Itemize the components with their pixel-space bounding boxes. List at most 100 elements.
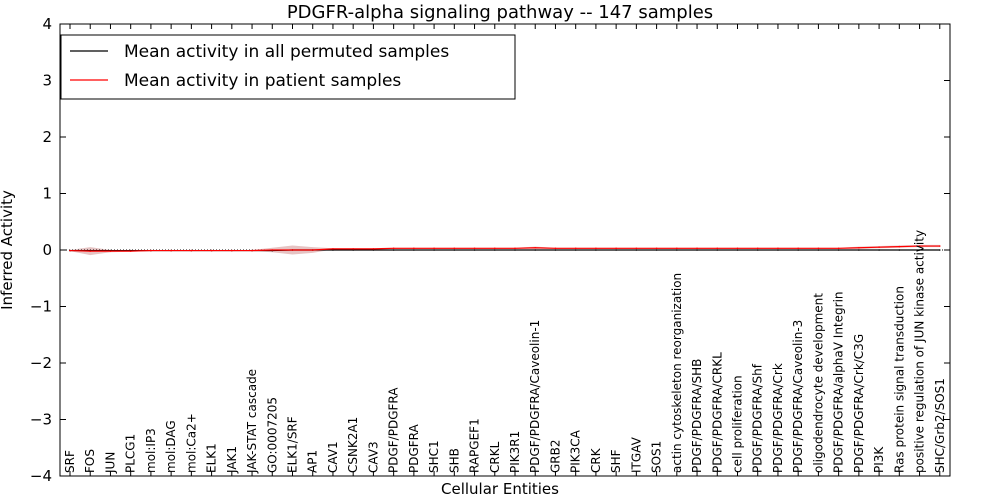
data-point [574, 249, 577, 251]
data-point [797, 247, 799, 250]
x-tick-label: CRKL [488, 441, 502, 473]
data-point [554, 247, 557, 250]
data-point [231, 249, 233, 252]
x-axis-label: Cellular Entities [441, 480, 559, 498]
x-tick-label: PLCG1 [124, 434, 138, 473]
data-point [210, 249, 213, 252]
x-tick-label: ITGAV [629, 436, 643, 473]
data-point [837, 249, 840, 251]
data-point [372, 249, 375, 251]
x-tick-label: PIK3R1 [508, 431, 522, 473]
data-point [777, 247, 779, 250]
data-point [190, 249, 193, 252]
data-point [878, 249, 880, 251]
data-point [655, 249, 658, 251]
x-tick-label: JUN [103, 452, 117, 474]
y-tick-label: 2 [42, 128, 52, 146]
x-tick-label: SOS1 [650, 441, 664, 473]
data-point [878, 246, 880, 248]
x-tick-label: SHC1 [427, 440, 441, 473]
chart-title: PDGFR-alpha signaling pathway -- 147 sam… [287, 2, 713, 23]
legend: Mean activity in all permuted samples Me… [60, 34, 516, 100]
data-point [736, 247, 739, 250]
y-tick-label: −3 [30, 411, 52, 429]
x-tick-label: FOS [83, 449, 97, 473]
x-tick-label: mol:IP3 [144, 428, 158, 473]
x-tick-label: RAPGEF1 [468, 418, 482, 473]
data-point [635, 247, 638, 250]
data-point [676, 249, 678, 251]
data-point [534, 246, 537, 249]
x-tick-label: CAV1 [326, 441, 340, 473]
data-point [433, 249, 435, 251]
x-tick-label: positive regulation of JUN kinase activi… [913, 230, 927, 473]
y-axis: 4 3 2 1 0 −1 −2 −3 −4 [30, 15, 950, 485]
x-tick-label: PDGF/PDGFRA/Shf [751, 363, 765, 473]
data-point [615, 249, 617, 251]
data-point [858, 246, 860, 249]
data-point [352, 249, 354, 251]
x-tick-label: ELK1/SRF [286, 416, 300, 473]
x-tick-label: JAK-STAT cascade [245, 369, 259, 474]
x-tick-label: mol:DAG [164, 420, 178, 473]
data-point [352, 248, 354, 250]
data-point [736, 249, 739, 251]
x-tick-label: PIK3CA [569, 429, 583, 473]
x-tick-label: mol:Ca2+ [184, 413, 198, 473]
x-tick-label: CSNK2A1 [346, 417, 360, 473]
data-point [817, 247, 820, 250]
data-point [534, 249, 537, 251]
data-point [493, 249, 496, 251]
data-point [291, 249, 294, 251]
x-tick-label: PDGFRA [407, 423, 421, 473]
x-tick-label: JAK1 [225, 446, 239, 474]
x-tick-label: PDGF/PDGFRA/Crk [771, 363, 785, 473]
data-point [392, 249, 395, 251]
x-tick-label: actin cytoskeleton reorganization [670, 273, 684, 473]
data-point [473, 247, 476, 250]
data-point [756, 247, 759, 250]
x-tick-label: PDGF/PDGFRA [387, 387, 401, 473]
data-point [777, 249, 779, 251]
x-tick-label: SHF [609, 449, 623, 473]
x-axis: SRF FOS JUN PLCG1 mol:IP3 mol:DAG mol:Ca2+ ELK1… [63, 24, 947, 476]
x-tick-label: PDGF/PDGFRA/SHB [690, 359, 704, 473]
data-point [837, 247, 840, 250]
data-point [595, 249, 597, 251]
data-point [817, 249, 820, 251]
data-point [170, 249, 172, 252]
x-tick-label: PDGF/PDGFRA/Caveolin-1 [528, 320, 542, 473]
y-axis-label: Inferred Activity [0, 190, 16, 310]
data-point [392, 247, 395, 250]
data-point [109, 250, 112, 252]
data-point [938, 249, 941, 251]
data-point [615, 247, 617, 250]
data-point [332, 249, 334, 251]
x-tick-label: CRK [589, 447, 603, 473]
data-point [271, 249, 274, 251]
x-tick-label: AP1 [306, 450, 320, 473]
confidence-bands [70, 244, 940, 256]
data-point [413, 249, 415, 251]
data-point [756, 249, 759, 251]
x-tick-label: ELK1 [205, 443, 219, 473]
data-point [453, 249, 456, 251]
data-point [898, 245, 901, 248]
data-point [676, 247, 678, 250]
data-point [514, 247, 516, 250]
x-tick-label: SHB [447, 448, 461, 473]
x-tick-label: GRB2 [548, 439, 562, 473]
data-point [655, 247, 658, 250]
x-tick-label: SRF [63, 450, 77, 473]
data-point [89, 250, 92, 252]
x-tick-label: PI3K [872, 446, 886, 473]
data-point [696, 247, 698, 250]
data-point [595, 247, 597, 250]
data-point [69, 249, 71, 252]
y-tick-label: 3 [42, 72, 52, 90]
data-point [372, 248, 375, 250]
legend-label-patient: Mean activity in patient samples [124, 71, 401, 91]
legend-box [60, 34, 516, 100]
data-point [635, 249, 638, 251]
x-tick-label: cell proliferation [731, 375, 745, 473]
